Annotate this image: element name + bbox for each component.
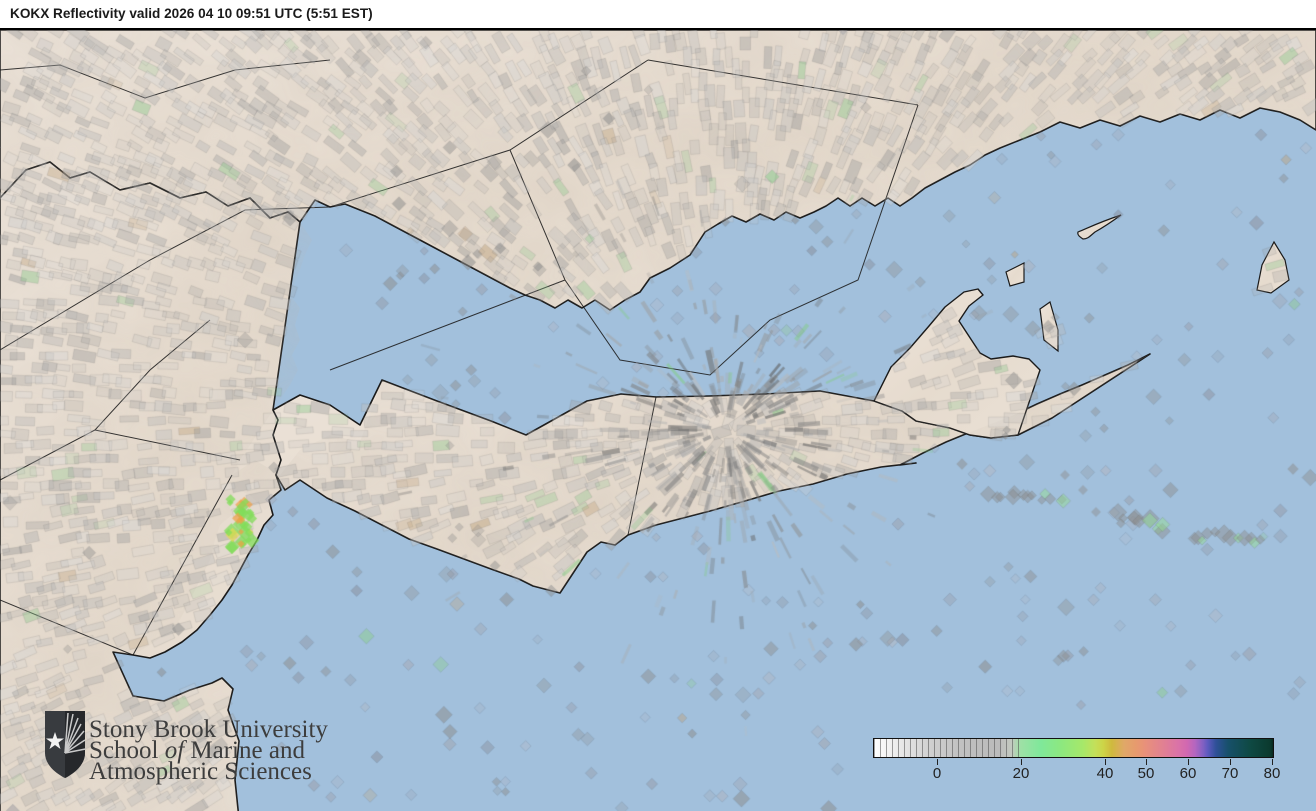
svg-text:Atmospheric Sciences: Atmospheric Sciences: [89, 758, 312, 785]
